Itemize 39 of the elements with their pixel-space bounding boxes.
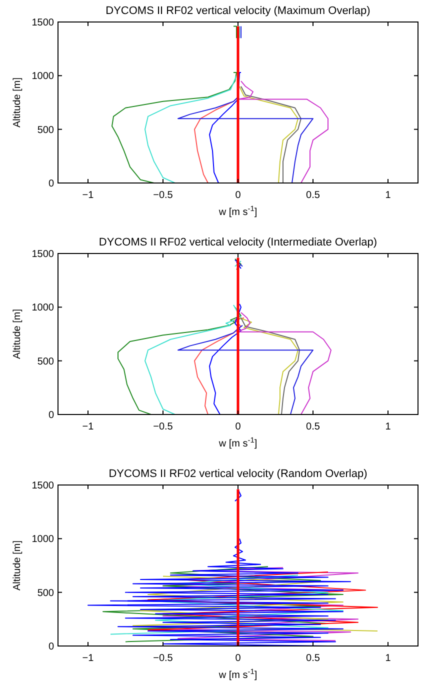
y-tick-label: 1000 xyxy=(32,302,54,314)
y-tick-label: 500 xyxy=(37,356,54,368)
y-tick-label: 1000 xyxy=(32,534,54,546)
x-tick-label: −1 xyxy=(82,422,94,432)
x-tick-label: 1 xyxy=(385,653,392,664)
x-tick-label: −0.5 xyxy=(153,190,174,201)
y-tick-label: 0 xyxy=(48,410,54,421)
x-axis-title: w [m s$^{-1}$] xyxy=(218,435,258,450)
y-tick-label: 0 xyxy=(48,178,54,190)
y-tick-label: 500 xyxy=(37,588,54,599)
x-tick-label: 1 xyxy=(385,422,392,432)
y-axis-title: Altitude [m] xyxy=(12,308,23,360)
x-tick-label: 1 xyxy=(385,190,392,201)
y-tick-label: 1000 xyxy=(32,71,54,82)
line-series xyxy=(236,312,332,414)
y-axis-title: Altitude [m] xyxy=(12,540,23,591)
x-tick-label: −1 xyxy=(82,190,94,201)
y-axis-title: Altitude [m] xyxy=(12,77,23,128)
x-tick-label: 0 xyxy=(235,653,242,664)
y-tick-label: 1500 xyxy=(32,480,54,492)
x-axis-title: w [m s$^{-1}$] xyxy=(218,204,258,218)
line-series xyxy=(238,80,328,183)
y-tick-label: 0 xyxy=(48,642,54,652)
y-tick-label: 1500 xyxy=(32,18,54,28)
chart-title: DYCOMS II RF02 vertical velocity (Random Overlap) xyxy=(108,468,368,480)
line-series xyxy=(194,317,244,414)
x-tick-label: −0.5 xyxy=(153,653,174,664)
y-tick-label: 500 xyxy=(37,124,54,136)
chart-title: DYCOMS II RF02 vertical velocity (Intermediate Overlap) xyxy=(98,236,378,248)
x-tick-label: −1 xyxy=(82,653,94,664)
x-axis-title: w [m s$^{-1}$] xyxy=(218,666,258,681)
x-tick-label: 0.5 xyxy=(306,653,320,664)
x-tick-label: 0.5 xyxy=(306,190,320,201)
x-tick-label: 0.5 xyxy=(306,422,320,432)
chart-title: DYCOMS II RF02 vertical velocity (Maximum Overlap) xyxy=(106,5,370,17)
y-tick-label: 1500 xyxy=(32,249,54,260)
x-tick-label: −0.5 xyxy=(153,422,174,432)
x-tick-label: 0 xyxy=(235,422,242,432)
x-tick-label: 0 xyxy=(235,190,242,201)
